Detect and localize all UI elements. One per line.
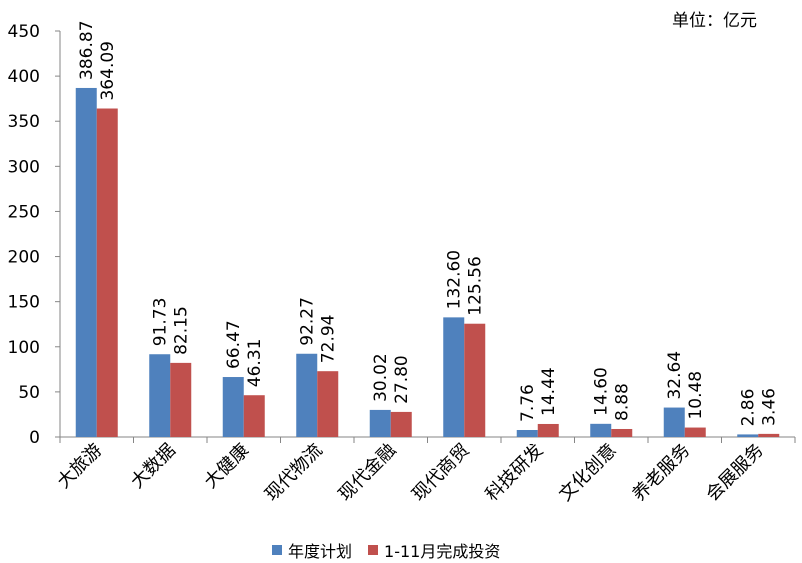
bar-completed (684, 427, 706, 437)
category-label: 文化创意 (555, 440, 621, 506)
bar-completed (96, 108, 118, 437)
y-tick-label: 250 (8, 202, 40, 222)
x-axis: 大旅游 大数据 大健康 现代物流 现代金融 现代商贸 科技研发 文化创意 养老服务 会展服务 (53, 436, 796, 506)
legend-label-series-1: 年度计划 (288, 542, 353, 561)
bar-plan (222, 377, 244, 437)
bar-completed (317, 371, 339, 437)
legend-item-series-1: 年度计划 (272, 538, 352, 562)
data-label: 32.64 (665, 351, 685, 400)
data-label: 91.73 (151, 298, 171, 347)
data-label: 46.31 (245, 339, 265, 388)
bar-completed (758, 433, 780, 437)
y-tick-label: 400 (8, 67, 40, 87)
category-label: 养老服务 (629, 440, 695, 506)
category-label: 现代物流 (261, 440, 327, 506)
y-tick-label: 150 (8, 293, 40, 313)
data-label: 125.56 (466, 256, 486, 315)
legend-item-series-2: 1-11月完成投资 (368, 538, 500, 562)
y-tick-label: 300 (8, 157, 40, 177)
legend-swatch-series-2 (368, 545, 379, 555)
bar-plan (737, 434, 759, 437)
bar-completed (243, 395, 265, 437)
category-label: 大健康 (200, 440, 253, 493)
legend: 年度计划 1-11月完成投资 (272, 538, 516, 562)
bar-completed (611, 428, 633, 437)
bar-plan (149, 354, 171, 437)
data-label: 2.86 (739, 389, 759, 427)
bar-plan (296, 353, 318, 437)
bar-completed (390, 411, 412, 437)
category-label: 大旅游 (53, 440, 106, 493)
bar-completed (464, 323, 486, 437)
bar-plan (75, 87, 97, 438)
data-label: 66.47 (224, 320, 244, 369)
y-tick-label: 50 (18, 383, 40, 403)
data-label: 92.27 (298, 297, 318, 346)
data-label: 72.94 (319, 315, 339, 364)
y-axis: 0 50 100 150 200 250 300 350 400 450 (8, 22, 61, 448)
category-label: 现代商贸 (408, 440, 474, 506)
data-labels: 386.87 364.09 91.73 82.15 66.47 46.31 92.27 72.… (77, 20, 780, 426)
data-label: 27.80 (392, 355, 412, 404)
legend-swatch-series-1 (272, 545, 282, 555)
bar-plan (369, 409, 391, 437)
data-label: 30.02 (371, 353, 391, 402)
category-label: 会展服务 (702, 440, 768, 506)
category-label: 科技研发 (482, 440, 548, 506)
y-tick-label: 100 (8, 338, 40, 358)
category-label: 现代金融 (335, 440, 401, 506)
bar-completed (170, 362, 192, 437)
data-label: 3.46 (760, 388, 780, 426)
category-label: 大数据 (127, 440, 180, 493)
data-label: 364.09 (98, 41, 118, 100)
bars (75, 87, 780, 438)
y-tick-label: 200 (8, 248, 40, 268)
legend-label-series-2: 1-11月完成投资 (384, 542, 501, 561)
y-tick-label: 450 (8, 22, 40, 42)
data-label: 14.60 (592, 367, 612, 416)
data-label: 82.15 (172, 306, 192, 355)
bar-plan (590, 423, 612, 437)
y-tick-label: 350 (8, 112, 40, 132)
bar-plan (443, 317, 465, 437)
data-label: 7.76 (518, 384, 538, 422)
data-label: 8.88 (613, 383, 633, 421)
data-label: 14.44 (539, 367, 559, 416)
bar-plan (663, 407, 685, 437)
data-label: 132.60 (445, 250, 465, 309)
bar-completed (537, 423, 559, 437)
unit-label: 单位：亿元 (672, 11, 757, 31)
data-label: 386.87 (77, 20, 97, 79)
y-tick-label: 0 (29, 428, 40, 448)
bar-plan (516, 429, 538, 437)
data-label: 10.48 (686, 371, 706, 420)
